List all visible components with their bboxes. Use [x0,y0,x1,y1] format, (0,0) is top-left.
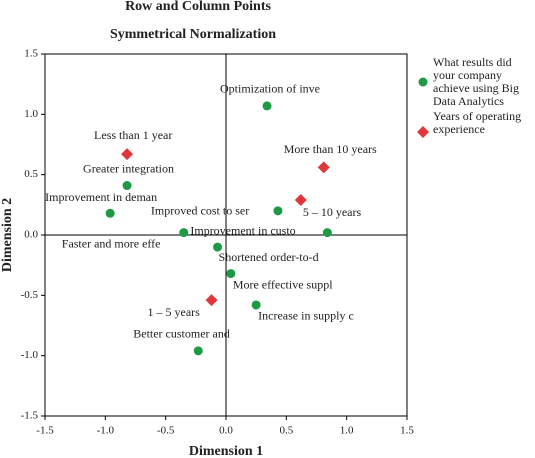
chart-title: Row and Column Points [125,0,271,14]
point [294,194,307,207]
point [205,294,218,307]
point-label: Greater integration [83,161,174,175]
y-axis-label: Dimension 2 [0,198,15,272]
y-tick-label: 0.0 [24,229,38,241]
point-label: More effective suppl [233,277,333,291]
x-tick-label: -0.5 [157,425,175,437]
x-tick-label: 0.0 [219,425,233,437]
point [121,148,134,161]
y-tick-label: -1.5 [21,410,39,422]
legend-label: Years of operating experience [433,109,522,136]
legend-marker [417,126,429,138]
y-tick-label: -0.5 [21,289,39,301]
x-tick-label: 1.5 [400,425,414,437]
x-tick-label: 1.0 [340,425,354,437]
point [317,161,330,174]
chart-subtitle: Symmetrical Normalization [110,27,276,42]
y-tick-label: 1.5 [24,48,38,60]
point-label: Increase in supply c [258,309,354,323]
legend-marker [418,77,428,87]
point-label: Optimization of inve [220,82,320,96]
point [193,346,203,356]
point [105,208,115,218]
legend-label: What results did your company achieve us… [433,55,519,108]
point-label: Faster and more effe [62,236,161,250]
point-label: Shortened order-to-d [219,250,319,264]
x-tick-label: -1.0 [97,425,115,437]
point [179,228,189,238]
y-tick-label: 1.0 [24,108,38,120]
point [262,101,272,111]
point [122,181,132,191]
point [273,206,283,216]
point [213,242,223,252]
point [322,228,332,238]
point [226,269,236,279]
point-label: 5 – 10 years [303,205,362,219]
point-label: Less than 1 year [94,128,172,142]
point [251,300,261,310]
x-tick-label: -1.5 [36,425,54,437]
point-label: Better customer and [133,327,230,341]
x-tick-label: 0.5 [279,425,293,437]
x-axis-label: Dimension 1 [189,444,263,458]
y-tick-label: 0.5 [24,168,38,180]
point-label: More than 10 years [284,142,377,156]
y-tick-label: -1.0 [21,349,39,361]
point-label: 1 – 5 years [148,305,201,319]
point-label: Improvement in deman [45,190,157,204]
point-label: Improved cost to ser [151,204,249,218]
point-label: Improvement in custo [190,223,295,237]
